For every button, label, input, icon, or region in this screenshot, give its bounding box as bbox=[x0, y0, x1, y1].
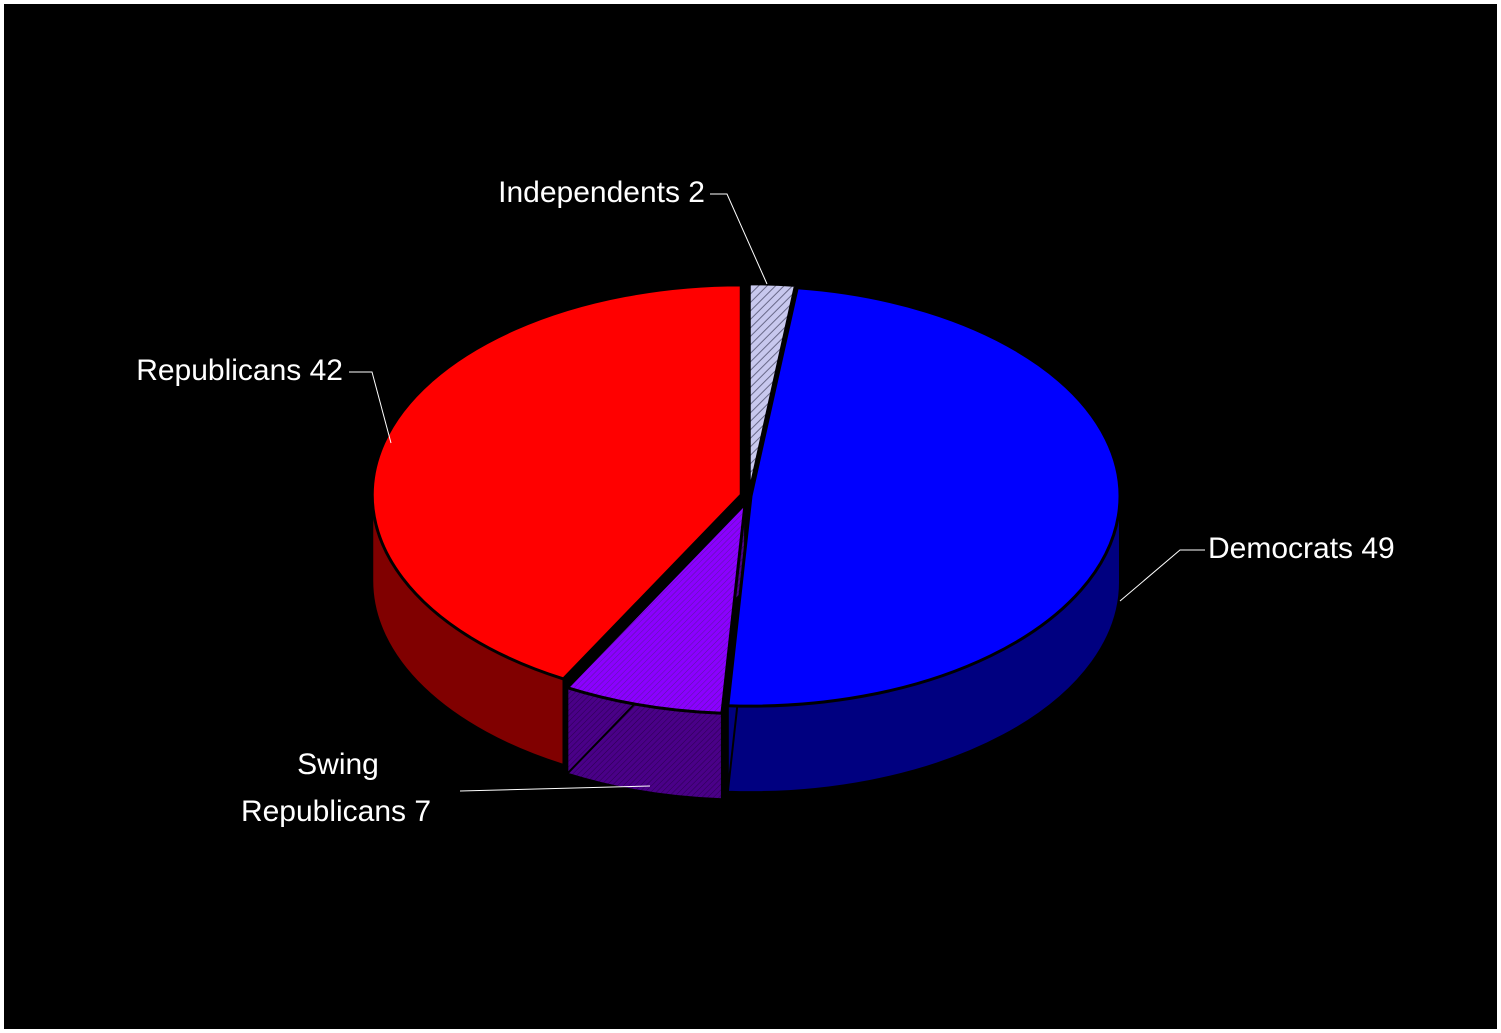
leader-line-swing-republicans bbox=[459, 785, 651, 792]
leader-line-independents bbox=[710, 193, 768, 285]
slice-label-democrats: Democrats 49 bbox=[1208, 532, 1395, 565]
slice-label-swing-republicans: Republicans 7 bbox=[241, 795, 431, 828]
pie-slice-democrats bbox=[726, 286, 1122, 708]
leader-line-democrats bbox=[1119, 549, 1205, 602]
slice-label-republicans: Republicans 42 bbox=[136, 354, 343, 387]
leader-line-republicans bbox=[349, 371, 392, 444]
slice-label-independents: Independents 2 bbox=[498, 176, 705, 209]
pie-slice-republicans bbox=[370, 283, 743, 681]
pie-slice-swing-republicans bbox=[564, 499, 748, 715]
slice-label-swing-republicans: Swing bbox=[297, 748, 379, 781]
pie-slice-independents bbox=[747, 282, 798, 495]
